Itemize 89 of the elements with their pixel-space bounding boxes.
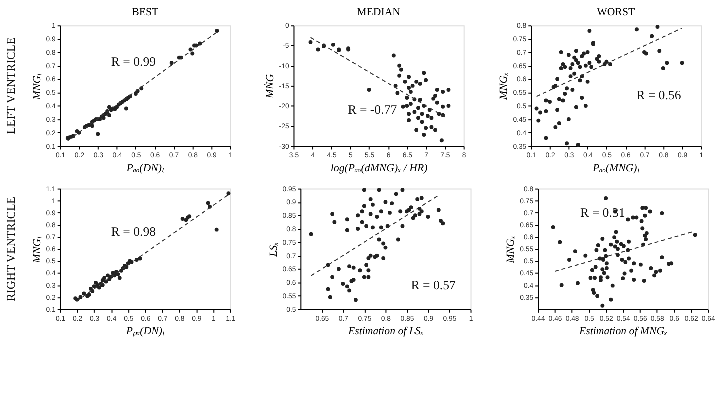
y-axis-title: MNGₜ: [31, 236, 44, 264]
annotation: R = 0.56: [636, 88, 682, 103]
point: [170, 61, 174, 66]
x-axis-title: Estimation of MNGₓ: [578, 326, 668, 338]
point: [198, 42, 202, 46]
y-axis-title: MṄG: [264, 74, 276, 100]
x-axis-title: Pₚₐ(DN)ₜ: [125, 326, 166, 338]
point: [408, 102, 413, 106]
point: [434, 94, 438, 98]
x-axis-title: Estimation of LSₓ: [347, 326, 424, 338]
point: [392, 54, 396, 58]
point: [426, 114, 430, 118]
point: [308, 40, 313, 44]
point: [407, 112, 412, 116]
point: [124, 106, 128, 111]
x-axis-title: Pₐₒ(DN)ₜ: [126, 162, 165, 174]
point: [441, 104, 446, 109]
point: [97, 286, 102, 290]
point: [331, 42, 336, 47]
annotation: R = 0.99: [111, 54, 156, 69]
text: LEFT VENTRICLE: [4, 38, 18, 134]
point: [418, 98, 422, 102]
point: [226, 192, 231, 196]
point: [396, 91, 400, 96]
chart-title: BEST: [132, 6, 160, 19]
y-axis-title: LSₓ: [268, 242, 280, 258]
point: [446, 104, 451, 108]
text: RIGHT VENTRICLE: [4, 196, 18, 302]
annotation: R = 0.98: [111, 225, 156, 240]
point: [424, 126, 428, 130]
point: [399, 68, 404, 72]
point: [407, 86, 412, 90]
point: [214, 228, 219, 232]
point: [416, 116, 420, 120]
point: [403, 80, 408, 84]
point: [367, 88, 372, 92]
point: [424, 78, 428, 82]
y-axis-title: MNGₓ: [505, 236, 518, 264]
chart-title: WORST: [597, 6, 636, 19]
annotation: R = -0.77: [348, 103, 398, 118]
point: [432, 96, 436, 101]
point: [180, 217, 185, 221]
point: [446, 88, 451, 92]
point: [430, 125, 434, 130]
point: [405, 104, 410, 108]
point: [408, 90, 413, 94]
point: [405, 96, 410, 100]
point: [96, 132, 100, 136]
point: [134, 92, 138, 96]
point: [407, 118, 412, 123]
point: [412, 110, 417, 114]
point: [430, 116, 434, 120]
point: [441, 90, 446, 94]
y-axis-title: MNGₜ: [31, 72, 44, 102]
point: [440, 138, 444, 143]
point: [422, 133, 426, 137]
point: [435, 100, 440, 105]
point: [106, 274, 110, 278]
point: [407, 75, 412, 80]
point: [107, 113, 112, 118]
point: [107, 105, 112, 110]
point: [138, 256, 142, 261]
point: [316, 48, 320, 52]
point: [414, 128, 419, 132]
point: [118, 276, 122, 280]
x-axis-title: Pₐₒ(MNG)ₜ: [592, 162, 640, 174]
point: [398, 74, 402, 78]
point: [410, 84, 415, 88]
point: [435, 88, 440, 92]
point: [401, 104, 406, 109]
point: [420, 112, 424, 116]
x-axis-title: log(Pₐₒ(dMNG)ₓ / HR): [330, 162, 428, 174]
annotation: R = 0.31: [580, 206, 626, 220]
point: [82, 292, 86, 296]
point: [422, 71, 426, 76]
chart-title: MEDIAN: [357, 6, 401, 19]
point: [416, 106, 420, 110]
point: [418, 82, 422, 86]
point: [434, 128, 438, 132]
point: [206, 201, 210, 206]
point: [414, 80, 419, 84]
point: [92, 284, 96, 289]
point: [215, 29, 220, 33]
point: [398, 64, 402, 68]
annotation: R = 0.57: [411, 278, 457, 292]
point: [190, 52, 195, 56]
y-axis-title: MNGₓ: [498, 72, 510, 102]
point: [102, 276, 107, 280]
point: [420, 120, 424, 124]
